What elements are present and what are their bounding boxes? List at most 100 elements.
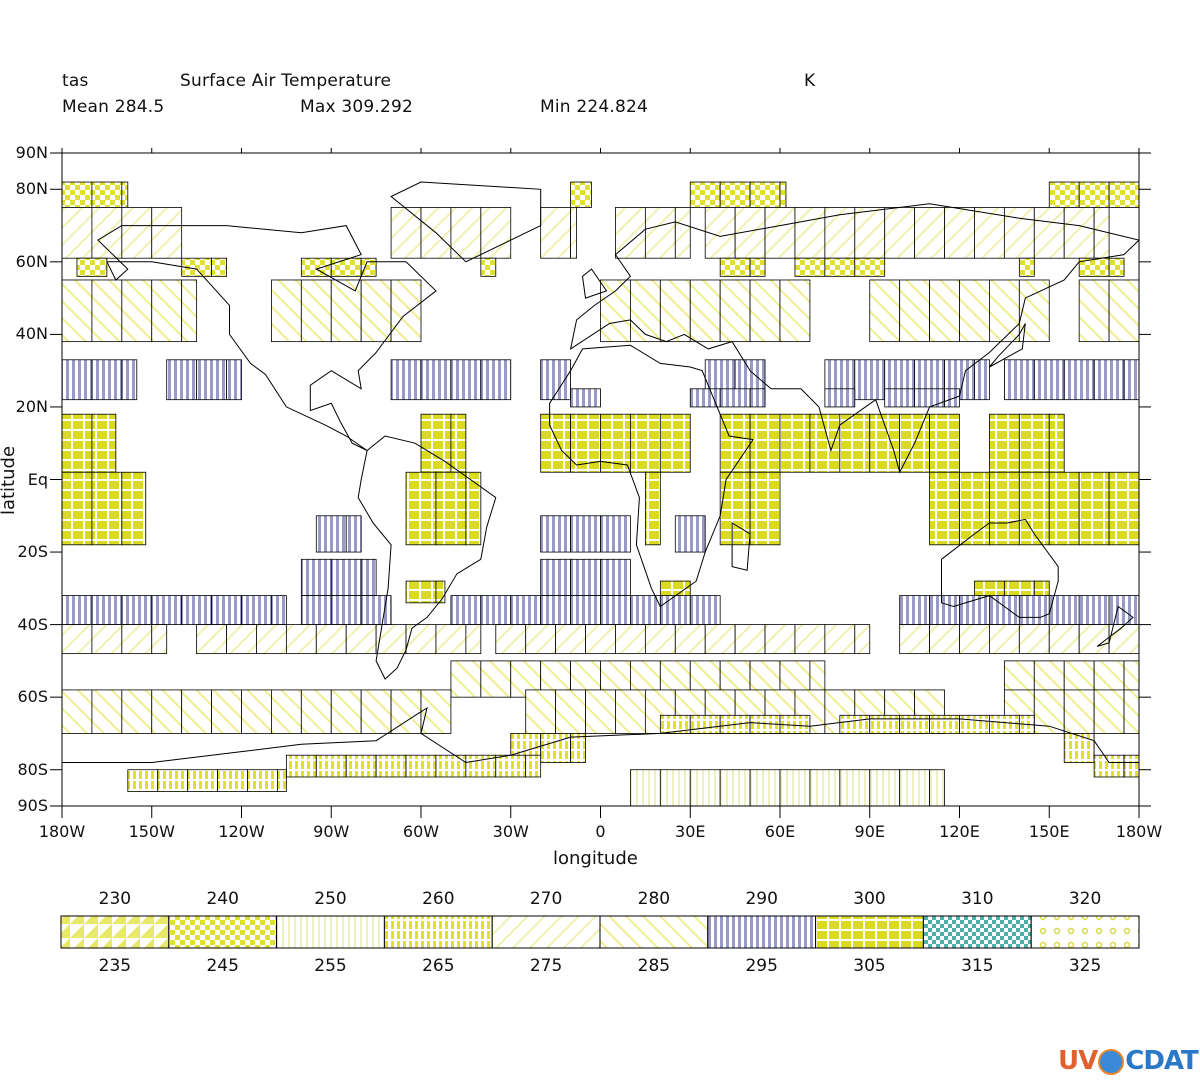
grid-cell bbox=[91, 471, 123, 546]
grid-cell bbox=[360, 558, 377, 596]
legend-bottom-label: 275 bbox=[529, 956, 563, 976]
y-tick-label: 40S bbox=[17, 614, 48, 634]
legend-bottom-label: 235 bbox=[98, 956, 132, 976]
grid-cell bbox=[1048, 471, 1080, 546]
grid-cell bbox=[974, 207, 1005, 259]
grid-cell bbox=[211, 595, 242, 626]
coastline-path bbox=[581, 268, 608, 299]
grid-cell bbox=[217, 769, 248, 792]
grid-cell bbox=[884, 388, 916, 408]
grid-cell bbox=[659, 279, 691, 343]
grid-cell bbox=[1108, 279, 1140, 343]
legend-swatch bbox=[168, 915, 278, 949]
grid-cell bbox=[276, 769, 287, 792]
grid-cell bbox=[1093, 689, 1125, 734]
grid-cell bbox=[719, 769, 751, 807]
legend-bottom-label: 305 bbox=[853, 956, 886, 976]
grid-cell bbox=[839, 413, 871, 473]
grid-cell bbox=[689, 595, 721, 626]
grid-cell bbox=[121, 689, 153, 734]
globe-icon bbox=[1098, 1048, 1125, 1075]
grid-cell bbox=[779, 181, 787, 208]
coastline-path bbox=[390, 181, 542, 263]
grid-cell bbox=[989, 624, 1020, 655]
legend-top-label: 290 bbox=[745, 889, 778, 909]
grid-cell bbox=[480, 257, 497, 277]
grid-cell bbox=[839, 769, 871, 807]
grid-cell bbox=[719, 257, 751, 277]
coastline-path bbox=[97, 225, 437, 451]
grid-cell bbox=[749, 279, 781, 343]
grid-cell bbox=[779, 413, 811, 473]
grid-cell bbox=[465, 624, 482, 655]
grid-cell bbox=[779, 769, 811, 807]
grid-cell bbox=[1048, 181, 1080, 208]
grid-cell bbox=[869, 714, 901, 734]
grid-cell bbox=[151, 279, 183, 343]
grid-cell bbox=[121, 279, 153, 343]
grid-cell bbox=[450, 660, 482, 698]
grid-cell bbox=[749, 471, 781, 546]
grid-cell bbox=[540, 733, 571, 763]
grid-cell bbox=[315, 515, 347, 553]
grid-cell bbox=[1033, 359, 1065, 401]
grid-cell bbox=[330, 595, 362, 626]
grid-cell bbox=[1063, 207, 1095, 259]
grid-cell bbox=[1048, 624, 1080, 655]
variable-name: tas bbox=[62, 71, 89, 91]
grid-cell bbox=[450, 595, 482, 626]
grid-cell bbox=[644, 207, 676, 259]
coastline-path bbox=[989, 323, 1026, 368]
grid-cell bbox=[151, 595, 183, 626]
grid-cell bbox=[899, 624, 930, 655]
grid-cell bbox=[899, 279, 930, 343]
legend-top-label: 300 bbox=[853, 889, 886, 909]
grid-cell bbox=[315, 624, 347, 655]
grid-cell bbox=[1048, 595, 1080, 626]
grid-cell bbox=[555, 689, 586, 734]
grid-cell bbox=[749, 388, 766, 408]
grid-cell bbox=[360, 279, 392, 343]
grid-cell bbox=[989, 714, 1020, 734]
grid-cell bbox=[749, 181, 781, 208]
grid-cell bbox=[1108, 471, 1140, 546]
grid-cell bbox=[181, 595, 212, 626]
grid-cell bbox=[540, 515, 571, 553]
grid-cell bbox=[824, 388, 856, 408]
grid-cell bbox=[659, 413, 691, 473]
grid-cell bbox=[929, 624, 960, 655]
grid-cell bbox=[241, 689, 272, 734]
grid-cell bbox=[630, 279, 661, 343]
grid-cell bbox=[959, 714, 990, 734]
grid-cell bbox=[91, 413, 117, 473]
x-tick-label: 120E bbox=[939, 822, 980, 841]
legend-top-label: 320 bbox=[1068, 889, 1102, 909]
grid-cell bbox=[300, 558, 332, 596]
grid-cell bbox=[61, 624, 93, 655]
grid-cell bbox=[450, 207, 482, 259]
grid-cell bbox=[1048, 413, 1065, 473]
grid-cell bbox=[480, 660, 512, 698]
grid-cell bbox=[794, 207, 826, 259]
grid-cell bbox=[315, 754, 347, 778]
x-tick-label: 150E bbox=[1028, 822, 1070, 841]
grid-cell bbox=[525, 624, 557, 655]
grid-cell bbox=[749, 769, 781, 807]
grid-cell bbox=[570, 388, 601, 408]
grid-cell bbox=[435, 471, 467, 546]
grid-cell bbox=[61, 279, 93, 343]
grid-cell bbox=[226, 359, 242, 401]
grid-cell bbox=[899, 769, 930, 807]
grid-cell bbox=[585, 624, 616, 655]
grid-cell bbox=[300, 595, 332, 626]
map-plot bbox=[50, 148, 1151, 818]
y-tick-label: 60N bbox=[15, 251, 48, 271]
grid-cell bbox=[600, 595, 631, 626]
grid-cell bbox=[540, 595, 571, 626]
grid-cell bbox=[525, 754, 542, 778]
x-tick-label: 180W bbox=[1115, 822, 1163, 841]
grid-cell bbox=[869, 769, 901, 807]
grid-cell bbox=[944, 207, 975, 259]
grid-cell bbox=[345, 515, 362, 553]
grid-cell bbox=[330, 257, 362, 277]
